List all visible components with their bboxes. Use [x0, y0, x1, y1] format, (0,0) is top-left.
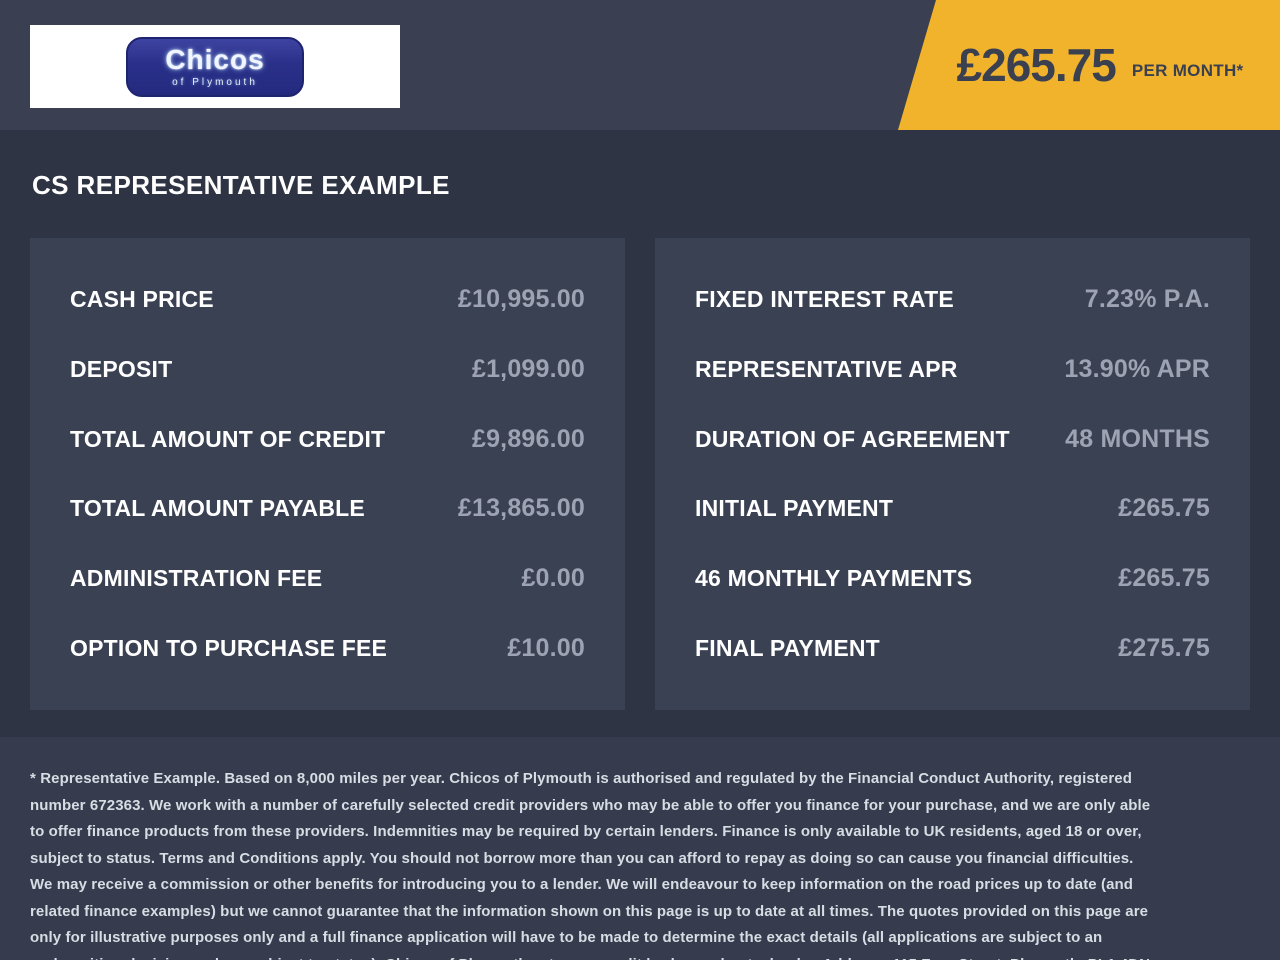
row-monthly-payments: 46 MONTHLY PAYMENTS £265.75: [695, 564, 1210, 593]
row-fixed-interest-rate: FIXED INTEREST RATE 7.23% P.A.: [695, 285, 1210, 314]
finance-panels: CASH PRICE £10,995.00 DEPOSIT £1,099.00 …: [30, 238, 1250, 710]
row-label: 46 MONTHLY PAYMENTS: [695, 565, 973, 592]
row-value: £10,995.00: [457, 284, 585, 313]
row-administration-fee: ADMINISTRATION FEE £0.00: [70, 564, 585, 593]
finance-panel-left: CASH PRICE £10,995.00 DEPOSIT £1,099.00 …: [30, 238, 625, 710]
row-label: REPRESENTATIVE APR: [695, 355, 958, 382]
row-total-amount-payable: TOTAL AMOUNT PAYABLE £13,865.00: [70, 494, 585, 523]
price-amount: £265.75: [956, 39, 1117, 91]
row-label: INITIAL PAYMENT: [695, 495, 894, 522]
price-banner: £265.75 PER MONTH*: [898, 0, 1280, 130]
row-initial-payment: INITIAL PAYMENT £265.75: [695, 494, 1210, 523]
dealer-logo-badge: Chicos of Plymouth: [126, 36, 304, 97]
row-label: OPTION TO PURCHASE FEE: [70, 635, 388, 662]
disclaimer-text: * Representative Example. Based on 8,000…: [30, 770, 1151, 960]
row-value: 13.90% APR: [1064, 354, 1210, 383]
row-value: £1,099.00: [471, 354, 585, 383]
row-label: TOTAL AMOUNT PAYABLE: [70, 495, 365, 522]
row-label: FIXED INTEREST RATE: [695, 285, 954, 312]
row-label: CASH PRICE: [70, 285, 214, 312]
row-total-amount-of-credit: TOTAL AMOUNT OF CREDIT £9,896.00: [70, 425, 585, 454]
main-content: CS REPRESENTATIVE EXAMPLE CASH PRICE £10…: [0, 130, 1280, 737]
footer: * Representative Example. Based on 8,000…: [0, 737, 1280, 960]
row-label: DEPOSIT: [70, 355, 173, 382]
row-value: 48 MONTHS: [1065, 424, 1210, 453]
row-value: £10.00: [507, 634, 585, 663]
dealer-logo-brand: Chicos: [165, 43, 265, 75]
dealer-logo[interactable]: Chicos of Plymouth: [30, 25, 400, 108]
price-period: PER MONTH*: [1131, 61, 1244, 80]
row-label: ADMINISTRATION FEE: [70, 565, 323, 592]
row-deposit: DEPOSIT £1,099.00: [70, 355, 585, 384]
row-value: 7.23% P.A.: [1084, 284, 1210, 313]
row-value: £275.75: [1118, 634, 1210, 663]
row-label: DURATION OF AGREEMENT: [695, 425, 1010, 452]
page-title: CS REPRESENTATIVE EXAMPLE: [32, 170, 450, 200]
row-duration-of-agreement: DURATION OF AGREEMENT 48 MONTHS: [695, 425, 1210, 454]
header: Chicos of Plymouth £265.75 PER MONTH*: [0, 0, 1280, 130]
row-final-payment: FINAL PAYMENT £275.75: [695, 634, 1210, 663]
dealer-logo-subtitle: of Plymouth: [172, 76, 258, 88]
row-cash-price: CASH PRICE £10,995.00: [70, 285, 585, 314]
row-representative-apr: REPRESENTATIVE APR 13.90% APR: [695, 355, 1210, 384]
row-value: £9,896.00: [471, 424, 585, 453]
finance-panel-right: FIXED INTEREST RATE 7.23% P.A. REPRESENT…: [655, 238, 1250, 710]
row-value: £265.75: [1118, 564, 1210, 593]
row-value: £265.75: [1118, 494, 1210, 523]
row-value: £13,865.00: [457, 494, 585, 523]
row-option-to-purchase-fee: OPTION TO PURCHASE FEE £10.00: [70, 634, 585, 663]
row-label: TOTAL AMOUNT OF CREDIT: [70, 425, 386, 452]
row-value: £0.00: [521, 564, 585, 593]
row-label: FINAL PAYMENT: [695, 635, 880, 662]
